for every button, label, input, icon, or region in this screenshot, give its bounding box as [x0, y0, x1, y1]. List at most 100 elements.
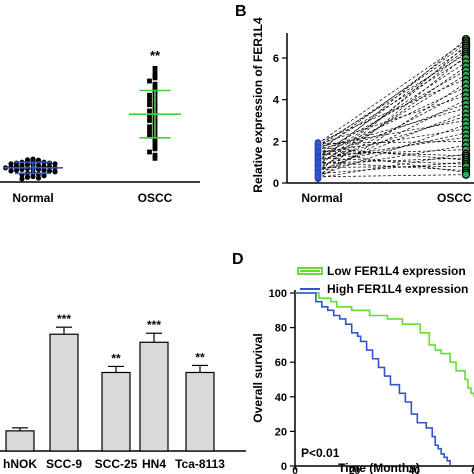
panel-b-pair-line [317, 55, 467, 178]
panel-a-point [152, 146, 158, 152]
panel-b-pair-line [317, 95, 467, 145]
panel-a-point [147, 108, 152, 114]
panel-a-point [152, 155, 158, 161]
panel-a-point [46, 168, 53, 174]
panel-a-point [19, 162, 25, 169]
panel-c-significance-label: ** [111, 351, 121, 365]
panel-a-point [152, 137, 158, 142]
panel-d-y-tick-label: 0 [281, 461, 287, 473]
panel-a-point [30, 173, 36, 180]
panel-a-point [152, 84, 158, 90]
panel-b-pair-line [317, 103, 467, 158]
panel-b-pair-line [317, 38, 467, 163]
panel-d-x-tick-label: 40 [409, 466, 421, 474]
panel-d-high-curve [295, 292, 451, 466]
panel-a-point [19, 176, 25, 182]
panel-a-point [147, 92, 152, 98]
panel-c-category-label: SCC-25 [95, 457, 138, 471]
panel-a-point [35, 162, 42, 169]
panel-d-y-tick-label: 20 [275, 426, 287, 438]
panel-a-point [152, 75, 158, 81]
panel-b-pair-line [317, 132, 467, 166]
panel-b-pair-line [317, 86, 467, 157]
panel-b-pair-line [317, 51, 467, 167]
panel-a-point [52, 161, 58, 167]
panel-c-significance-label: *** [147, 318, 161, 332]
panel-d-survival-plot: Low FER1L4 expression High FER1L4 expres… [251, 264, 474, 474]
panel-b-normal-point [314, 173, 322, 181]
panel-a-category-label: OSCC [138, 191, 173, 205]
panel-b-category-label: OSCC [437, 191, 472, 205]
panel-d-p-value: P<0.01 [301, 446, 340, 460]
panel-b-pair-line [317, 161, 467, 174]
panel-b-y-tick-label: 2 [273, 136, 279, 148]
panel-a-point [24, 174, 31, 180]
panel-a-point [52, 169, 58, 175]
panel-b-pair-line [317, 66, 467, 171]
panel-d-x-tick-label: 20 [349, 466, 361, 474]
panel-b-pair-line [317, 107, 467, 151]
panel-c-bar [5, 430, 35, 452]
panel-d-x-tick-label: 0 [292, 466, 298, 474]
panel-c-significance-label: *** [57, 312, 71, 326]
panel-b-paired-plot: Relative expression of FER1L4 Normal OSC… [251, 17, 474, 205]
panel-letter-d: D [232, 251, 244, 268]
panel-d-low-curve [295, 292, 474, 397]
panel-b-pair-line [317, 53, 467, 146]
legend-label-low: Low FER1L4 expression [327, 264, 466, 278]
panel-c-significance-label: ** [195, 350, 205, 364]
panel-b-pair-line [317, 74, 467, 165]
panel-d-y-axis-label: Overall survival [251, 333, 265, 422]
panel-a-point [41, 173, 47, 179]
panel-a-point [147, 129, 152, 134]
panel-c-bar [49, 333, 79, 452]
panel-b-pair-line [317, 120, 467, 147]
panel-a-point [13, 167, 20, 173]
panel-a-point [152, 70, 158, 76]
panel-a-point [152, 143, 158, 149]
panel-a-point [41, 167, 47, 173]
panel-b-y-tick-label: 4 [273, 95, 280, 107]
panel-a-point [147, 78, 152, 84]
panel-a-point [35, 175, 42, 181]
panel-c-bar-chart: hNOK SCC-9 SCC-25 HN4 Tca-8113 *********… [0, 312, 246, 471]
panel-a-point [147, 118, 152, 123]
panel-a-significance-label: ** [150, 48, 161, 63]
panel-a-point [8, 168, 14, 174]
panel-c-bar [185, 371, 215, 452]
panel-c-category-label: HN4 [142, 457, 166, 471]
panel-a-point [147, 149, 152, 155]
panel-a-point [152, 81, 158, 87]
panel-b-pair-line [317, 99, 467, 175]
panel-letter-b: B [235, 3, 247, 20]
panel-d-y-tick-label: 100 [269, 288, 287, 300]
panel-b-pair-line [317, 111, 467, 172]
panel-b-normal-point [314, 148, 322, 156]
panel-a-point [152, 152, 158, 158]
panel-a-point [147, 133, 152, 139]
panel-c-category-label: SCC-9 [46, 457, 82, 471]
panel-b-y-tick-label: 6 [273, 53, 279, 65]
panel-c-bar [139, 341, 169, 452]
panel-b-pair-line [317, 43, 467, 153]
panel-d-y-tick-label: 80 [275, 323, 287, 335]
panel-b-pair-line [317, 57, 467, 150]
panel-b-category-label: Normal [301, 191, 342, 205]
panel-b-pair-line [317, 124, 467, 177]
panel-a-point [152, 140, 158, 145]
panel-a-point [147, 102, 152, 108]
panel-a-point [147, 113, 152, 119]
panel-c-category-label: Tca-8113 [175, 457, 225, 471]
panel-b-oscc-point [461, 170, 471, 179]
panel-b-pair-line [317, 91, 467, 169]
panel-d-y-tick-label: 60 [275, 357, 287, 369]
panel-b-pair-line [317, 174, 467, 178]
panel-b-pair-line [317, 115, 467, 162]
panel-b-pair-line [317, 70, 467, 155]
panel-a-point [147, 124, 152, 130]
panel-a-category-label: Normal [12, 191, 53, 205]
panel-b-pair-line [317, 136, 467, 160]
legend-label-high: High FER1L4 expression [327, 282, 468, 296]
panel-a-point [147, 97, 152, 103]
